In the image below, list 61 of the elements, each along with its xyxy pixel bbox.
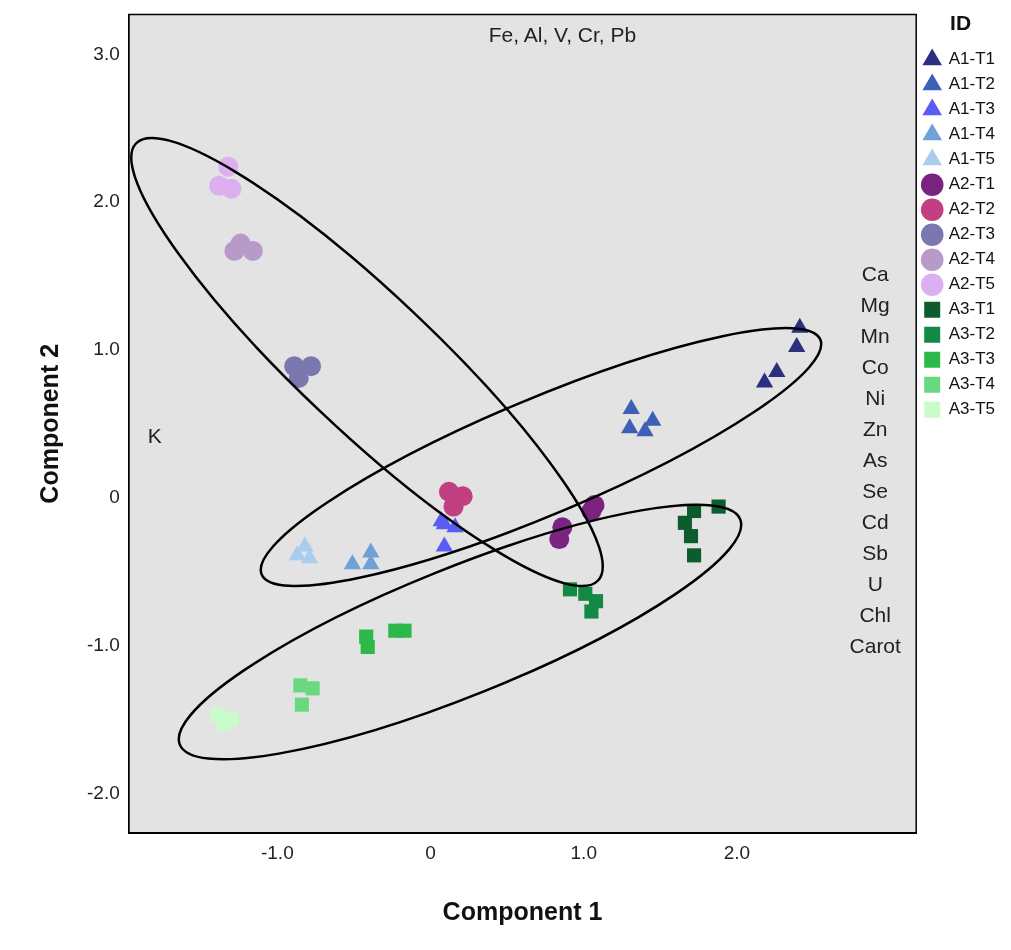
y-axis-title: Component 2	[34, 343, 63, 504]
annotation: Sb	[862, 541, 889, 565]
annotation: U	[867, 572, 883, 596]
point	[209, 175, 230, 196]
x-axis-title: Component 1	[442, 896, 603, 925]
point	[224, 240, 245, 261]
legend-label: A2-T2	[948, 199, 995, 219]
point	[622, 399, 640, 415]
point	[549, 529, 570, 550]
point	[293, 678, 308, 693]
y-tick-label: -1.0	[86, 633, 120, 655]
annotation: Carot	[849, 634, 902, 658]
annotation: Mn	[860, 324, 890, 348]
annotation: K	[147, 424, 162, 448]
annotation: Ni	[865, 386, 886, 410]
legend-label: A2-T3	[948, 224, 995, 244]
annotation: Mg	[860, 293, 890, 317]
point	[242, 240, 263, 261]
x-tick-label: 1.0	[570, 841, 597, 863]
y-tick-label: 3.0	[93, 42, 120, 64]
legend-label: A3-T1	[948, 299, 995, 319]
point	[584, 604, 599, 619]
annotation: Zn	[862, 417, 888, 441]
legend-label: A3-T3	[948, 349, 995, 369]
legend-label: A2-T5	[948, 274, 995, 294]
annotation: Se	[862, 479, 889, 503]
y-tick-label: 2.0	[93, 190, 120, 212]
annotation: Chl	[859, 603, 891, 627]
point	[636, 421, 654, 437]
y-tick-label: 0	[109, 485, 120, 507]
legend-label: A3-T5	[948, 399, 995, 419]
legend-title: ID	[950, 11, 972, 35]
y-tick-label: 1.0	[93, 338, 120, 360]
y-tick-label: -2.0	[86, 781, 120, 803]
annotation: Fe, Al, V, Cr, Pb	[488, 23, 637, 47]
x-tick-label: 0	[425, 841, 436, 863]
point	[621, 418, 639, 434]
legend-label: A2-T1	[948, 174, 995, 194]
legend-label: A1-T2	[948, 74, 995, 94]
annotation: Ca	[861, 262, 889, 286]
legend-label: A3-T2	[948, 324, 995, 344]
point	[677, 515, 692, 530]
legend-label: A3-T4	[948, 374, 995, 394]
legend-label: A1-T3	[948, 99, 995, 119]
point	[397, 623, 412, 638]
annotation: As	[862, 448, 888, 472]
point	[301, 356, 322, 377]
legend-label: A2-T4	[948, 249, 995, 269]
annotation: Co	[861, 355, 889, 379]
point	[360, 639, 375, 655]
annotation: Cd	[861, 510, 889, 534]
legend-label: A1-T5	[948, 149, 995, 169]
x-tick-label: -1.0	[260, 841, 294, 863]
x-tick-label: 2.0	[723, 841, 751, 863]
legend-label: A1-T4	[948, 124, 995, 144]
point	[686, 548, 702, 563]
point	[294, 697, 309, 712]
point	[768, 362, 786, 378]
legend-label: A1-T1	[948, 49, 995, 69]
point	[683, 529, 699, 544]
point	[305, 681, 320, 696]
